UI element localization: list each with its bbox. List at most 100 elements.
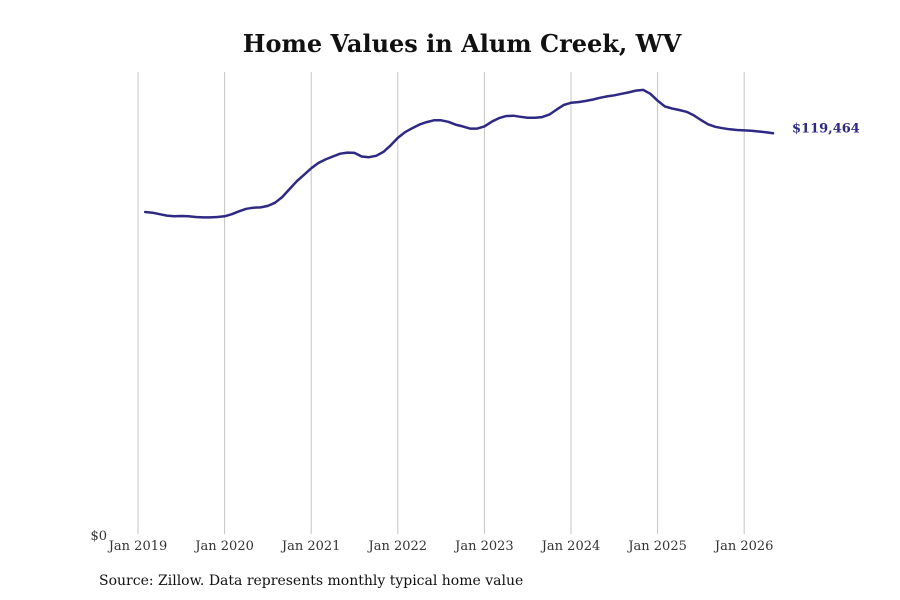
data-point — [339, 152, 341, 155]
data-point — [483, 125, 486, 128]
data-point — [498, 117, 500, 119]
data-point — [685, 111, 688, 113]
data-point — [382, 151, 385, 153]
data-point — [310, 167, 313, 170]
data-point — [180, 215, 183, 217]
data-point — [729, 128, 731, 131]
x-tick-label: Jan 2026 — [713, 539, 774, 554]
data-point — [765, 131, 767, 133]
series-layer: $119,464 — [143, 88, 860, 219]
data-point — [707, 123, 709, 126]
data-point — [649, 93, 652, 95]
data-point — [158, 213, 161, 215]
data-point — [671, 107, 673, 110]
data-point — [692, 114, 695, 117]
data-point — [389, 144, 392, 147]
data-point — [534, 117, 536, 119]
data-point — [606, 95, 608, 98]
data-point — [700, 119, 702, 121]
x-tick-label: Jan 2022 — [367, 539, 428, 554]
data-point — [274, 201, 276, 204]
x-tick-label: Jan 2025 — [626, 539, 687, 554]
y-tick-label: $0 — [90, 529, 107, 544]
data-point — [332, 155, 334, 158]
data-point — [209, 216, 211, 219]
gridlines — [137, 72, 745, 534]
x-tick-label: Jan 2021 — [280, 539, 341, 554]
data-point — [505, 115, 507, 117]
data-point — [526, 117, 529, 119]
data-point — [296, 180, 298, 182]
data-point — [678, 109, 680, 111]
data-point — [187, 215, 190, 218]
data-point — [577, 101, 579, 103]
data-point — [548, 113, 551, 116]
data-point — [490, 121, 493, 123]
data-point — [303, 174, 305, 176]
data-point — [267, 205, 269, 207]
chart-title: Home Values in Alum Creek, WV — [242, 29, 682, 58]
data-point — [743, 129, 745, 132]
x-tick-label: Jan 2023 — [453, 539, 514, 554]
data-point — [440, 119, 442, 122]
data-point — [368, 156, 370, 158]
data-point — [642, 89, 644, 91]
x-tick-labels: Jan 2019 Jan 2020 Jan 2021 Jan 2022 Jan 2023… — [107, 539, 774, 554]
data-point — [461, 125, 464, 128]
data-point — [541, 116, 543, 118]
data-point — [591, 98, 594, 101]
data-point — [656, 99, 659, 102]
data-point — [151, 211, 154, 214]
data-point — [144, 211, 146, 213]
data-point — [411, 127, 414, 129]
data-point — [555, 108, 558, 111]
data-point — [425, 121, 428, 123]
data-point — [519, 116, 522, 118]
data-point — [202, 216, 204, 219]
data-point — [664, 105, 666, 108]
data-point — [317, 162, 320, 164]
data-point — [252, 206, 255, 209]
end-value-label: $119,464 — [792, 122, 860, 137]
data-point — [346, 151, 349, 154]
data-point — [375, 155, 377, 157]
data-point — [627, 91, 630, 94]
data-point — [599, 97, 601, 99]
x-tick-label: Jan 2020 — [193, 539, 254, 554]
data-point — [245, 208, 248, 210]
data-point — [231, 213, 233, 215]
data-point — [238, 210, 240, 213]
data-point — [454, 123, 457, 126]
data-point — [447, 121, 450, 123]
data-point — [223, 215, 226, 218]
data-point — [166, 214, 168, 217]
data-point — [757, 130, 760, 133]
x-tick-label: Jan 2024 — [540, 539, 601, 554]
data-point — [714, 126, 717, 128]
x-tick-label: Jan 2019 — [107, 539, 168, 554]
data-point — [635, 89, 637, 92]
data-point — [288, 188, 291, 190]
data-point — [512, 114, 515, 117]
data-point — [281, 196, 284, 198]
data-point — [772, 132, 774, 134]
data-point — [353, 152, 356, 154]
data-point — [418, 123, 421, 126]
data-point — [194, 216, 197, 218]
data-point — [216, 216, 219, 218]
y-tick-labels: $0 — [90, 529, 107, 544]
data-point — [469, 127, 471, 130]
data-point — [324, 158, 327, 161]
source-note: Source: Zillow. Data represents monthly … — [99, 573, 524, 589]
data-point — [584, 100, 587, 102]
data-point — [750, 129, 753, 132]
data-point — [721, 127, 724, 129]
data-point — [476, 127, 479, 130]
data-point — [360, 155, 363, 158]
data-point — [736, 129, 738, 131]
data-point — [404, 131, 406, 133]
data-point — [563, 104, 565, 106]
data-point — [259, 206, 262, 209]
data-point — [570, 102, 572, 104]
